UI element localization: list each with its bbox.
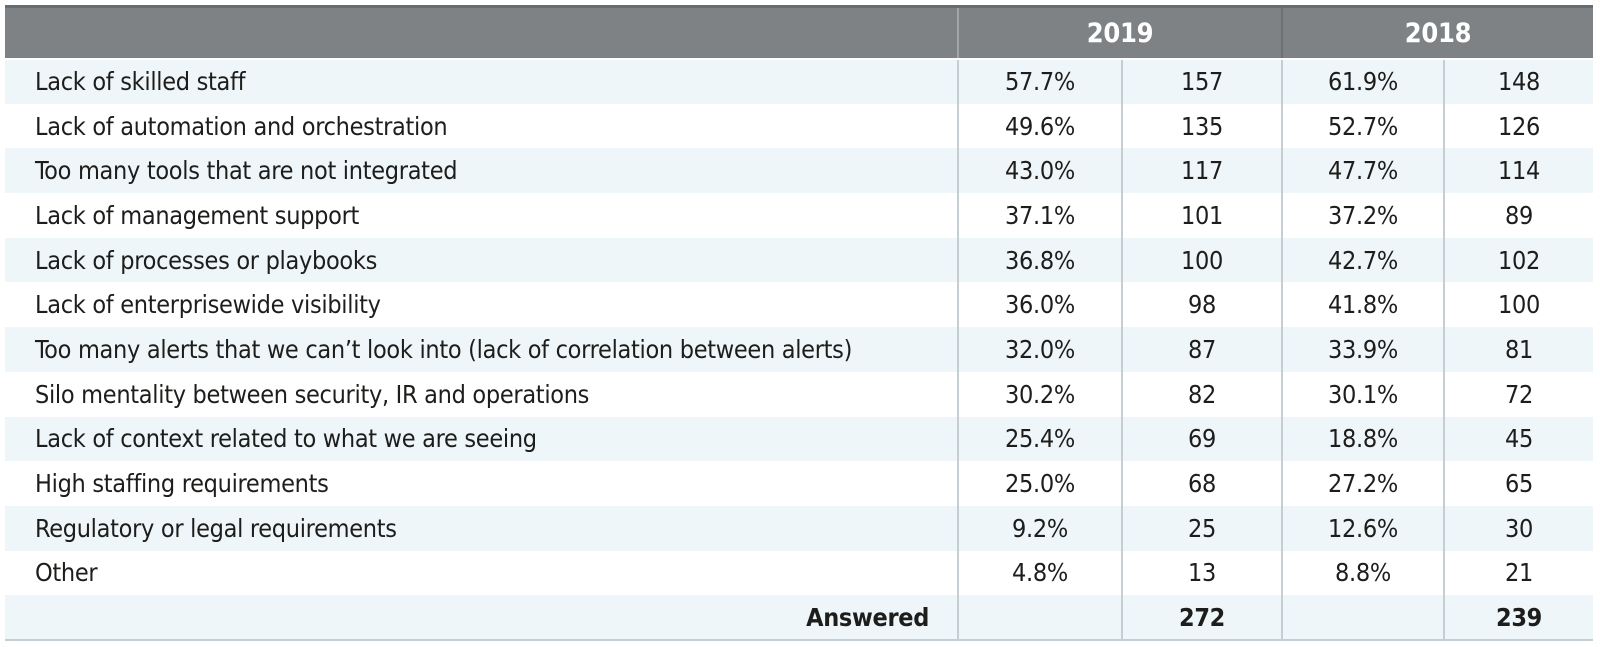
count-2018-cell: 81 [1443,327,1593,372]
pct-2018-cell: 42.7% [1281,237,1444,283]
pct-2018-cell: 27.2% [1281,461,1444,506]
count-2018-cell: 148 [1443,59,1593,104]
table-header-row: 2019 2018 [5,6,1593,60]
count-2018-cell: 126 [1443,103,1593,149]
count-2018-cell: 100 [1443,282,1593,328]
pct-2019-cell: 4.8% [957,550,1122,596]
table-row: Other 4.8% 13 8.8% 21 [5,550,1593,596]
answered-count-2018: 239 [1443,595,1593,640]
pct-2019-cell: 37.1% [957,193,1122,238]
count-2018-cell: 114 [1443,148,1593,194]
count-2018-cell: 72 [1443,371,1593,417]
answered-count-2019: 272 [1121,595,1282,640]
row-label: High staffing requirements [5,461,958,506]
table-row: Too many alerts that we can’t look into … [5,327,1593,372]
header-year-2018: 2018 [1281,6,1593,60]
pct-2018-cell: 37.2% [1281,193,1444,238]
pct-2019-cell: 30.2% [957,371,1122,417]
table-row: Lack of automation and orchestration 49.… [5,103,1593,149]
row-label: Regulatory or legal requirements [5,505,958,551]
count-2018-cell: 45 [1443,416,1593,462]
row-label: Lack of skilled staff [5,59,958,104]
table-row: Lack of enterprisewide visibility 36.0% … [5,282,1593,328]
pct-2019-cell: 49.6% [957,103,1122,149]
survey-results-table: 2019 2018 Lack of skilled staff 57.7% 15… [5,5,1593,641]
pct-2019-cell: 43.0% [957,148,1122,194]
count-2019-cell: 157 [1121,59,1282,104]
table-row: High staffing requirements 25.0% 68 27.2… [5,461,1593,506]
pct-2019-cell: 9.2% [957,505,1122,551]
count-2019-cell: 101 [1121,193,1282,238]
table-body: Lack of skilled staff 57.7% 157 61.9% 14… [5,59,1593,596]
table-row: Lack of processes or playbooks 36.8% 100… [5,237,1593,283]
table-row: Lack of skilled staff 57.7% 157 61.9% 14… [5,59,1593,104]
pct-2018-cell: 61.9% [1281,59,1444,104]
pct-2018-cell: 18.8% [1281,416,1444,462]
count-2018-cell: 89 [1443,193,1593,238]
row-label: Lack of processes or playbooks [5,237,958,283]
count-2018-cell: 30 [1443,505,1593,551]
pct-2018-cell: 47.7% [1281,148,1444,194]
pct-2018-cell: 52.7% [1281,103,1444,149]
row-label: Too many alerts that we can’t look into … [5,327,958,372]
count-2019-cell: 98 [1121,282,1282,328]
pct-2018-cell: 33.9% [1281,327,1444,372]
header-year-2019: 2019 [957,6,1282,60]
pct-2018-cell: 12.6% [1281,505,1444,551]
answered-pct-2018-cell [1281,595,1444,640]
pct-2018-cell: 41.8% [1281,282,1444,328]
count-2018-cell: 21 [1443,550,1593,596]
pct-2019-cell: 57.7% [957,59,1122,104]
answered-row: Answered 272 239 [5,595,1593,640]
table-row: Regulatory or legal requirements 9.2% 25… [5,505,1593,551]
answered-label: Answered [5,595,958,640]
count-2019-cell: 25 [1121,505,1282,551]
count-2019-cell: 82 [1121,371,1282,417]
count-2019-cell: 117 [1121,148,1282,194]
row-label: Lack of enterprisewide visibility [5,282,958,328]
row-label: Silo mentality between security, IR and … [5,371,958,417]
pct-2019-cell: 36.0% [957,282,1122,328]
table-row: Too many tools that are not integrated 4… [5,148,1593,194]
pct-2018-cell: 8.8% [1281,550,1444,596]
pct-2019-cell: 25.0% [957,461,1122,506]
row-label: Lack of management support [5,193,958,238]
row-label: Too many tools that are not integrated [5,148,958,194]
pct-2019-cell: 25.4% [957,416,1122,462]
answered-pct-2019-cell [957,595,1122,640]
count-2018-cell: 102 [1443,237,1593,283]
pct-2018-cell: 30.1% [1281,371,1444,417]
count-2019-cell: 100 [1121,237,1282,283]
count-2019-cell: 135 [1121,103,1282,149]
table-row: Lack of context related to what we are s… [5,416,1593,462]
count-2019-cell: 13 [1121,550,1282,596]
pct-2019-cell: 36.8% [957,237,1122,283]
row-label: Other [5,550,958,596]
pct-2019-cell: 32.0% [957,327,1122,372]
table-row: Silo mentality between security, IR and … [5,371,1593,417]
count-2019-cell: 87 [1121,327,1282,372]
row-label: Lack of context related to what we are s… [5,416,958,462]
count-2018-cell: 65 [1443,461,1593,506]
row-label: Lack of automation and orchestration [5,103,958,149]
count-2019-cell: 68 [1121,461,1282,506]
count-2019-cell: 69 [1121,416,1282,462]
table-row: Lack of management support 37.1% 101 37.… [5,193,1593,238]
header-empty-cell [5,6,958,60]
